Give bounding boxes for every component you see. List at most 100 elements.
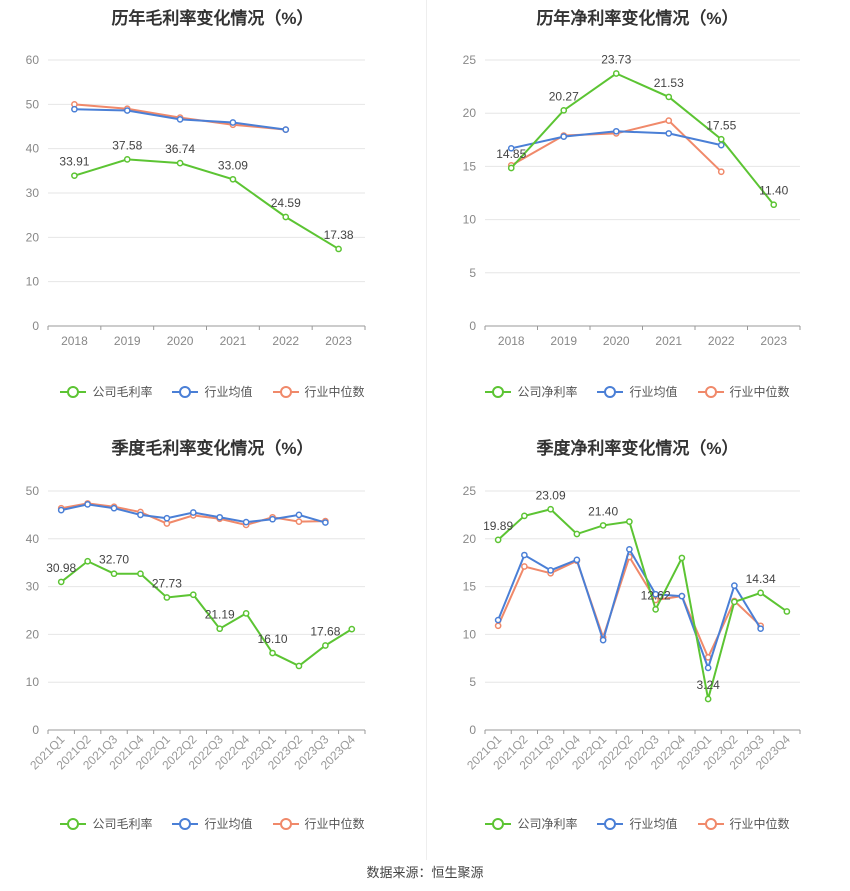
data-point-company: [229, 175, 237, 183]
annual-gross-margin-chart: 0 10 20 30 40 50 60 2018 2019 2020 2021 2022 2023 33.…: [26, 53, 366, 348]
y-tick-label: 20: [26, 230, 40, 244]
data-point-industry-avg: [242, 518, 250, 526]
legend-industry-median[interactable]: 行业中位数: [697, 815, 790, 832]
data-point-industry-avg: [573, 556, 581, 564]
data-point-company: [599, 522, 607, 529]
legend-industry-median[interactable]: 行业中位数: [272, 383, 365, 400]
y-tick-label: 30: [26, 580, 40, 594]
legend-industry-avg[interactable]: 行业均值: [597, 383, 678, 400]
data-point-industry-avg: [521, 551, 528, 559]
legend-marker-icon: [597, 817, 624, 830]
data-point-company: [189, 591, 197, 599]
data-label: 33.91: [59, 155, 89, 169]
data-point-company: [216, 625, 224, 633]
x-tick-label: 2019: [114, 334, 141, 348]
legend-industry-median[interactable]: 行业中位数: [272, 815, 365, 832]
legend-marker-icon: [697, 385, 724, 398]
data-point-company: [731, 598, 738, 606]
legend-marker-icon: [60, 385, 87, 398]
data-point-company: [652, 606, 659, 613]
data-point-company: [678, 554, 686, 562]
legend-label: 公司净利率: [517, 385, 578, 399]
data-label: 19.89: [483, 519, 513, 533]
legend-label: 行业中位数: [304, 817, 365, 831]
x-tick-label: 2018: [498, 334, 525, 348]
data-point-company: [163, 594, 171, 601]
data-point-industry-avg: [295, 511, 303, 519]
x-tick-label: 2021: [655, 334, 682, 348]
data-point-industry-avg: [612, 127, 620, 135]
legend-marker-icon: [172, 817, 199, 830]
legend-industry-avg[interactable]: 行业均值: [597, 815, 678, 832]
data-point-industry-avg: [652, 590, 659, 598]
data-point-industry-avg: [322, 519, 329, 526]
legend-marker-icon: [485, 385, 512, 398]
legend-company[interactable]: 公司净利率: [485, 383, 577, 400]
data-label: 3.24: [696, 678, 720, 692]
data-point-company: [84, 557, 91, 565]
data-point-company: [757, 589, 764, 597]
legend-company[interactable]: 公司毛利率: [60, 383, 152, 400]
data-label: 36.74: [165, 142, 195, 156]
y-tick-label: 20: [463, 532, 477, 546]
y-tick-label: 60: [26, 53, 40, 67]
data-label: 27.73: [152, 576, 182, 590]
annual-gross-margin-panel: 历年毛利率变化情况（%） 0 10 20 30 40 50 60 2018 2019 2020 20…: [0, 0, 425, 430]
chart-legend: 公司净利率 行业均值 行业中位数: [425, 815, 850, 832]
data-label: 17.55: [706, 118, 736, 132]
legend-company[interactable]: 公司净利率: [485, 815, 577, 832]
x-tick-label: 2023: [325, 334, 352, 348]
data-point-company: [626, 518, 633, 525]
x-tick-label: 2018: [61, 334, 88, 348]
panel-divider: [426, 0, 427, 860]
data-point-company: [560, 106, 568, 114]
series-line-industry-median: [497, 554, 762, 660]
data-point-industry-avg: [216, 513, 224, 521]
quarterly-net-margin-panel: 季度净利率变化情况（%） 0 5 10 15 20 25 2021Q1 2021Q2 2021Q…: [425, 430, 850, 860]
legend-industry-median[interactable]: 行业中位数: [697, 383, 790, 400]
data-point-company: [770, 201, 778, 209]
data-point-industry-avg: [189, 509, 197, 516]
y-tick-label: 5: [469, 266, 476, 280]
data-point-industry-avg: [282, 126, 290, 133]
series-line-company: [60, 560, 353, 668]
chart-legend: 公司毛利率 行业均值 行业中位数: [0, 383, 425, 400]
legend-company[interactable]: 公司毛利率: [60, 815, 152, 832]
legend-label: 行业中位数: [729, 385, 790, 399]
legend-marker-icon: [597, 385, 624, 398]
data-source-note: 数据来源：恒生聚源: [366, 865, 484, 880]
legend-marker-icon: [172, 385, 199, 398]
data-point-company: [295, 662, 303, 670]
data-label: 33.09: [218, 158, 248, 172]
data-point-industry-avg: [176, 116, 184, 123]
data-point-industry-median: [717, 168, 725, 176]
data-point-industry-avg: [665, 130, 673, 137]
y-tick-label: 10: [463, 627, 477, 641]
y-tick-label: 50: [26, 484, 40, 498]
x-tick-label: 2022: [708, 334, 735, 348]
data-label: 16.10: [258, 632, 288, 646]
series-line-company: [74, 158, 340, 250]
data-point-industry-avg: [163, 514, 171, 522]
legend-industry-avg[interactable]: 行业均值: [172, 383, 253, 400]
data-point-industry-avg: [757, 625, 764, 633]
data-point-company: [494, 536, 502, 544]
data-point-industry-avg: [626, 545, 633, 553]
legend-industry-avg[interactable]: 行业均值: [172, 815, 253, 832]
data-point-industry-avg: [599, 636, 607, 644]
data-point-company: [783, 608, 791, 615]
legend-label: 行业中位数: [729, 817, 790, 831]
chart-title: 历年毛利率变化情况（%）: [111, 9, 314, 28]
y-tick-label: 40: [26, 532, 40, 546]
y-tick-label: 10: [463, 213, 477, 227]
legend-marker-icon: [272, 385, 299, 398]
data-point-company: [110, 570, 118, 578]
x-tick-label: 2020: [167, 334, 194, 348]
x-tick-label: 2022: [272, 334, 299, 348]
data-label: 21.19: [205, 608, 235, 622]
chart-title: 季度净利率变化情况（%）: [536, 439, 739, 458]
data-label: 24.59: [271, 196, 301, 210]
data-point-industry-avg: [57, 506, 65, 514]
y-tick-label: 10: [26, 675, 40, 689]
data-point-industry-median: [295, 518, 303, 525]
